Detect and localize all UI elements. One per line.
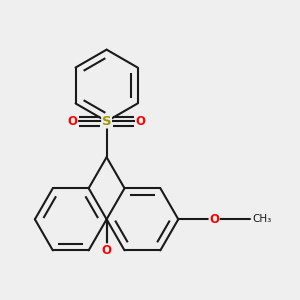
Text: CH₃: CH₃ (252, 214, 271, 224)
Text: S: S (102, 115, 111, 128)
Text: O: O (68, 115, 77, 128)
Text: O: O (136, 115, 146, 128)
Text: O: O (102, 244, 112, 257)
Text: O: O (209, 213, 219, 226)
